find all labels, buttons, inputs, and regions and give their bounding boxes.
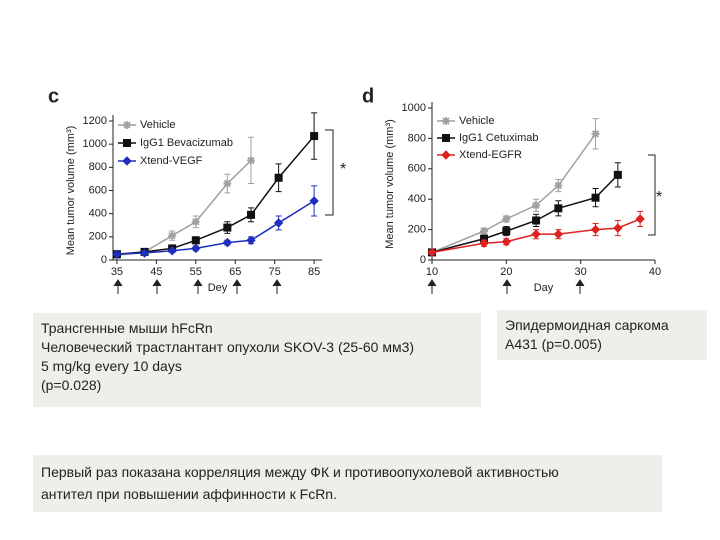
legend-label: IgG1 Cetuximab [459,132,538,144]
text-line: Эпидермоидная саркома [505,317,669,333]
text-line: Первый раз показана корреляция между ФК … [41,464,559,480]
marker [442,134,450,142]
marker [123,139,131,147]
x-tick-label: 10 [426,266,438,278]
x-axis-label: Dey [208,282,228,294]
text-box: Трансгенные мыши hFcRn Человеческий траст… [33,313,481,407]
y-tick-label: 200 [408,224,426,236]
marker [427,247,437,258]
text-box: Первый раз показана корреляция между ФК … [33,455,662,512]
series-line [116,200,315,255]
y-tick-label: 600 [89,184,107,196]
marker [222,237,233,248]
marker [554,181,563,190]
marker [531,229,541,239]
panel-label: d [362,85,374,107]
y-tick-label: 600 [408,163,426,175]
marker [502,214,511,223]
marker [112,249,122,259]
marker [502,227,511,236]
series-line [116,135,315,255]
brackets [325,129,656,236]
y-tick-label: 200 [89,231,107,243]
marker [122,156,132,166]
marker [191,243,201,254]
marker [309,196,319,206]
text-box: Эпидермоидная саркома A431 (p=0.005) [497,310,707,360]
bracket [648,154,656,236]
series-line [431,133,597,254]
text-line: Трансгенные мыши hFcRn [41,320,213,336]
y-tick-label: 800 [408,132,426,144]
y-tick-label: 0 [420,254,426,266]
x-tick-label: 45 [150,266,162,278]
x-axis-label: Day [534,282,554,294]
text-line: 5 mg/kg every 10 days [41,358,182,374]
marker [591,193,600,202]
legend-label: Vehicle [140,119,175,131]
legend-label: Xtend-EGFR [459,149,522,161]
annotation: * [656,189,662,206]
marker [613,170,622,179]
marker [246,235,256,246]
bracket [325,129,334,216]
x-tick-label: 75 [269,266,281,278]
marker [479,238,489,248]
x-tick-label: 35 [111,266,123,278]
annotation: * [340,161,346,178]
marker [168,231,177,240]
marker [554,204,563,213]
y-tick-label: 1000 [83,138,107,150]
marker [613,223,623,233]
y-tick-label: 0 [101,254,107,266]
marker [247,210,256,219]
marker [274,173,283,182]
legend-label: Xtend-VEGF [140,155,203,167]
marker [441,150,451,160]
x-tick-label: 30 [575,266,587,278]
marker [591,129,600,138]
y-axis-label: Mean tumor volume (mm³) [65,126,77,256]
series-line [116,159,252,257]
x-tick-label: 20 [500,266,512,278]
marker [273,218,284,228]
text-line: (p=0.028) [41,377,102,393]
text-line: A431 (p=0.005) [505,336,602,352]
panel-label: c [48,85,59,107]
marker [167,246,177,256]
legend-label: IgG1 Bevacizumab [140,137,233,149]
y-tick-label: 1200 [83,115,107,127]
x-tick-label: 40 [649,266,661,278]
marker [139,248,150,258]
marker [442,117,450,125]
y-tick-label: 1000 [402,102,426,114]
y-tick-label: 400 [408,193,426,205]
marker [532,216,541,225]
marker [553,229,564,239]
marker [532,201,541,210]
marker [635,214,645,224]
marker [310,132,319,141]
marker [223,179,232,188]
x-tick-label: 55 [190,266,202,278]
y-axis-label: Mean tumor volume (mm³) [384,119,396,249]
marker [223,223,232,232]
marker [480,227,489,236]
treatment-arrows [113,279,585,294]
marker [590,224,601,235]
marker [501,237,512,247]
text-line: Человеческий трастлантант опухоли SKOV-3… [41,339,415,355]
legend-label: Vehicle [459,115,494,127]
marker [123,121,131,129]
marker [191,217,200,226]
y-tick-label: 400 [89,208,107,220]
x-tick-label: 85 [308,266,320,278]
marker [247,156,256,165]
x-tick-label: 65 [229,266,241,278]
marker [191,236,200,245]
y-tick-label: 800 [89,161,107,173]
text-line: антител при повышении аффинности к FcRn. [41,486,337,502]
